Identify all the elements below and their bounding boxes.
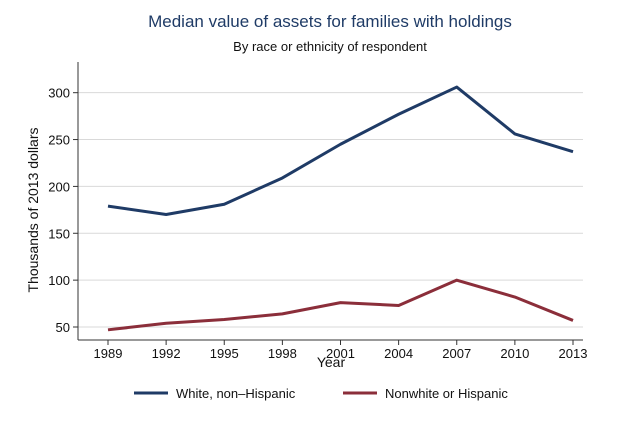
y-tick-label-300: 300 — [48, 86, 70, 101]
x-tick-label-2013: 2013 — [559, 346, 588, 361]
series-line-1 — [107, 278, 574, 332]
y-tick-labels: 50 100 150 200 250 300 — [48, 86, 78, 335]
legend: White, non–Hispanic Nonwhite or Hispanic — [134, 386, 508, 401]
y-tick-label-250: 250 — [48, 133, 70, 148]
x-tick-label-1998: 1998 — [268, 346, 297, 361]
x-tick-label-2004: 2004 — [384, 346, 413, 361]
x-tick-labels: 1989 1992 1995 1998 2001 2004 2007 2010 2013 — [94, 340, 588, 361]
axes — [77, 62, 583, 341]
y-tick-label-50: 50 — [56, 320, 70, 335]
chart-title: Median value of assets for families with… — [148, 12, 512, 31]
x-axis-label: Year — [317, 354, 346, 370]
y-tick-label-100: 100 — [48, 273, 70, 288]
x-tick-label-1992: 1992 — [152, 346, 181, 361]
x-tick-label-2010: 2010 — [500, 346, 529, 361]
gridlines — [78, 92, 583, 328]
x-tick-label-1995: 1995 — [210, 346, 239, 361]
chart-subtitle: By race or ethnicity of respondent — [233, 39, 427, 54]
y-axis-label: Thousands of 2013 dollars — [25, 128, 41, 293]
y-tick-label-200: 200 — [48, 179, 70, 194]
series-line-0 — [107, 85, 574, 217]
series-lines — [107, 85, 574, 332]
y-tick-label-150: 150 — [48, 226, 70, 241]
legend-label-nonwhite-or-hispanic: Nonwhite or Hispanic — [385, 386, 508, 401]
legend-label-white-non-hispanic: White, non–Hispanic — [176, 386, 296, 401]
x-tick-label-2001: 2001 — [326, 346, 355, 361]
x-tick-label-1989: 1989 — [94, 346, 123, 361]
x-tick-label-2007: 2007 — [442, 346, 471, 361]
